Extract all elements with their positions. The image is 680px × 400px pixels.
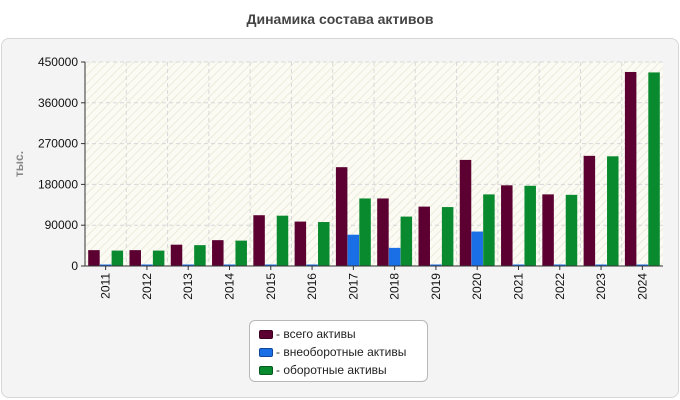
bar [276, 215, 289, 266]
bar [182, 264, 194, 266]
bar [235, 240, 247, 266]
bar [170, 244, 183, 266]
x-tick-label: 2023 [594, 273, 608, 300]
x-tick-label: 2022 [553, 273, 567, 300]
x-tick-label: 2024 [635, 273, 649, 300]
bar [99, 264, 112, 266]
y-tick-label: 180000 [38, 177, 78, 191]
legend-label: - оборотные активы [276, 363, 387, 377]
bar [565, 194, 578, 266]
x-tick-label: 2018 [388, 273, 402, 300]
legend: - всего активы - внеоборотные активы - о… [249, 320, 428, 382]
x-tick-label: 2012 [140, 273, 154, 300]
bar [648, 72, 660, 266]
legend-item: - оборотные активы [259, 361, 427, 379]
bar [388, 247, 401, 266]
bar [607, 156, 619, 266]
bar [223, 264, 236, 266]
bar [459, 159, 472, 266]
y-tick-label: 270000 [38, 137, 78, 151]
bar [542, 194, 554, 266]
bar [141, 264, 153, 266]
x-tick-label: 2020 [470, 273, 484, 300]
x-tick-label: 2011 [99, 273, 113, 299]
x-tick-label: 2013 [181, 273, 195, 300]
x-tick-label: 2015 [264, 273, 278, 300]
bar [430, 264, 442, 266]
bar [212, 240, 224, 266]
legend-item: - внеоборотные активы [259, 343, 427, 361]
x-tick-label: 2021 [512, 273, 526, 300]
bar [595, 264, 607, 266]
bar [129, 250, 141, 266]
y-tick-label: 450000 [38, 55, 78, 69]
bar [583, 155, 596, 266]
bar [636, 264, 649, 266]
bar [400, 216, 413, 266]
bar [624, 71, 637, 267]
bar [347, 234, 360, 266]
y-tick-label: 90000 [45, 218, 79, 232]
bar [111, 250, 124, 266]
x-tick-label: 2017 [346, 273, 360, 300]
legend-swatch [259, 329, 273, 339]
legend-label: - всего активы [276, 327, 356, 341]
bar [377, 198, 389, 266]
x-tick-label: 2016 [305, 273, 319, 300]
bar [253, 215, 265, 266]
y-tick-label: 360000 [38, 96, 78, 110]
y-tick-label: 0 [71, 259, 78, 273]
bar [441, 207, 454, 266]
bar [318, 222, 330, 266]
x-tick-label: 2014 [223, 273, 237, 300]
bar [524, 185, 536, 266]
bar [265, 264, 277, 266]
chart-title: Динамика состава активов [246, 11, 434, 27]
bar [512, 264, 525, 266]
bar [471, 231, 483, 266]
legend-item: - всего активы [259, 325, 427, 343]
bar [152, 250, 165, 266]
bar [483, 194, 495, 266]
legend-swatch [259, 347, 273, 357]
bar [359, 198, 371, 266]
y-axis-label: тыс. [12, 151, 26, 177]
bar [194, 245, 206, 266]
bar [554, 264, 566, 266]
legend-swatch [259, 365, 273, 375]
bar [418, 206, 430, 266]
legend-label: - внеоборотные активы [276, 345, 407, 359]
bar [335, 167, 348, 266]
bar [306, 264, 318, 266]
bar [294, 221, 307, 266]
bar [88, 250, 100, 266]
x-tick-label: 2019 [429, 273, 443, 300]
bar [501, 185, 513, 266]
